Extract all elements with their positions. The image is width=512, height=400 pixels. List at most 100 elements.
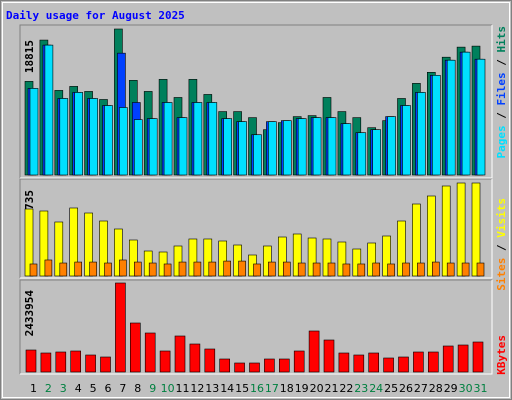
- bar: [372, 129, 382, 176]
- bar: [99, 220, 108, 277]
- bar: [74, 92, 83, 176]
- x-tick-label: 24: [369, 382, 383, 395]
- bar: [100, 356, 111, 373]
- bar: [174, 335, 186, 373]
- bar: [249, 362, 260, 373]
- bar: [189, 343, 201, 373]
- bar: [69, 207, 78, 277]
- chart-title: Daily usage for August 2025: [6, 9, 185, 22]
- bar: [413, 351, 424, 373]
- bar: [457, 344, 469, 373]
- bar: [461, 51, 471, 176]
- x-tick-label: 6: [105, 382, 112, 395]
- x-tick-label: 21: [325, 382, 339, 395]
- x-tick-label: 12: [190, 382, 204, 395]
- bar: [233, 244, 242, 277]
- x-tick-label: 3: [60, 382, 67, 395]
- bar: [368, 352, 380, 373]
- bar: [193, 102, 203, 176]
- bar: [323, 339, 335, 373]
- bar: [40, 352, 52, 373]
- bar: [441, 185, 451, 277]
- bar: [427, 351, 439, 373]
- bar: [25, 349, 37, 373]
- bar: [234, 362, 245, 373]
- x-tick-label: 9: [149, 382, 156, 395]
- bar: [148, 118, 158, 176]
- bar: [446, 262, 455, 277]
- x-tick-label: 1: [30, 382, 37, 395]
- x-tick-label: 25: [384, 382, 398, 395]
- bar: [357, 263, 366, 277]
- bar: [472, 341, 484, 373]
- bar: [461, 262, 470, 277]
- bar: [29, 88, 39, 176]
- legend-entry: Visits: [495, 198, 508, 238]
- bar: [24, 208, 34, 277]
- bar: [89, 261, 97, 277]
- panel-bevel: [20, 280, 493, 375]
- bar: [114, 228, 123, 277]
- bar: [173, 245, 183, 277]
- x-tick-label: 16: [250, 382, 264, 395]
- bar: [312, 117, 322, 176]
- x-tick-label: 13: [205, 382, 219, 395]
- bar: [292, 233, 302, 277]
- bar: [130, 322, 141, 373]
- bar: [402, 105, 411, 176]
- x-tick-label: 10: [161, 382, 175, 395]
- x-tick-label: 27: [414, 382, 428, 395]
- bar: [387, 116, 396, 176]
- legend: KBytes: [495, 335, 508, 375]
- bar: [397, 220, 406, 277]
- x-tick-label: 8: [134, 382, 141, 395]
- x-tick-label: 22: [339, 382, 353, 395]
- bar: [59, 98, 69, 176]
- panel-bevel: [19, 279, 492, 374]
- bar: [278, 358, 290, 373]
- bar: [263, 245, 272, 277]
- bar: [223, 118, 232, 176]
- bar: [402, 262, 410, 277]
- bar: [264, 358, 275, 373]
- panel-bevel: [20, 179, 493, 279]
- legend: Pages / Files / Hits: [495, 26, 508, 159]
- bar: [293, 350, 305, 373]
- bar: [412, 203, 421, 277]
- bar: [367, 242, 377, 277]
- legend: Sites / Visits: [495, 198, 508, 291]
- bar: [159, 350, 171, 373]
- bar: [178, 117, 188, 176]
- bar: [307, 237, 317, 277]
- bar: [163, 102, 173, 176]
- legend-entry: Files: [495, 72, 508, 105]
- y-max-label: 18815: [23, 40, 36, 73]
- bar: [338, 352, 350, 373]
- bar: [327, 117, 337, 176]
- bar: [253, 134, 262, 176]
- bar: [277, 236, 287, 277]
- bar: [342, 263, 351, 277]
- bar: [382, 235, 391, 277]
- x-tick-label: 5: [90, 382, 97, 395]
- bar: [352, 248, 362, 277]
- bar: [193, 261, 202, 277]
- bar: [327, 262, 336, 277]
- x-tick-label: 11: [176, 382, 190, 395]
- x-tick-label: 20: [310, 382, 324, 395]
- bar: [208, 261, 217, 277]
- legend-entry: Pages: [495, 125, 508, 158]
- bar: [134, 261, 142, 277]
- bar: [426, 195, 436, 277]
- legend-entry: Sites: [495, 258, 508, 291]
- bar: [188, 238, 198, 277]
- bar: [70, 350, 81, 373]
- bar: [74, 261, 82, 277]
- bar: [322, 238, 332, 277]
- bar: [398, 356, 409, 373]
- bar: [387, 263, 395, 277]
- bar: [431, 75, 441, 176]
- bar: [238, 260, 246, 277]
- bar: [148, 262, 157, 277]
